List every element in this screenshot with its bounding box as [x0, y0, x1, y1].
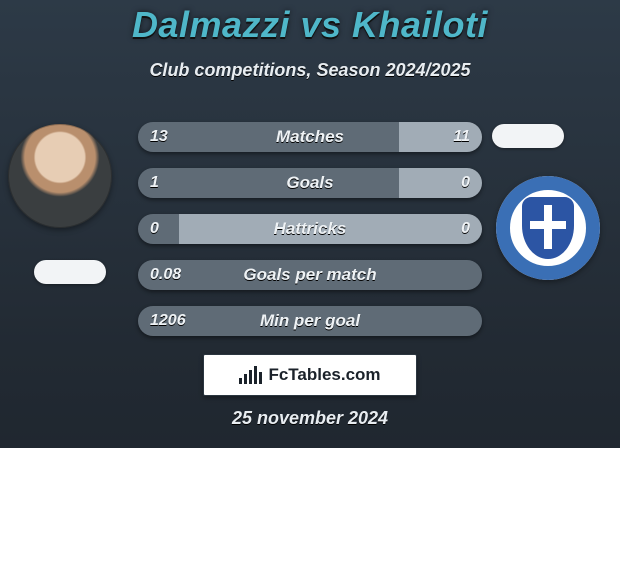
stat-rows: 13Matches111Goals00Hattricks00.08Goals p…: [138, 122, 482, 352]
stat-right-value: 11: [453, 122, 470, 152]
player-left-avatar: [8, 124, 112, 228]
crest-icon: [522, 197, 574, 259]
brand-text: FcTables.com: [268, 365, 380, 385]
player-left-flag: [34, 260, 106, 284]
stat-row: 1206Min per goal: [138, 306, 482, 336]
stat-right-value: 0: [461, 168, 470, 198]
stat-row: 0.08Goals per match: [138, 260, 482, 290]
stat-label: Min per goal: [138, 306, 482, 336]
stat-row: 1Goals0: [138, 168, 482, 198]
stat-label: Hattricks: [138, 214, 482, 244]
comparison-card: Dalmazzi vs Khailoti Club competitions, …: [0, 0, 620, 580]
page-title: Dalmazzi vs Khailoti: [0, 4, 620, 46]
player-right-flag: [492, 124, 564, 148]
bar-chart-icon: [239, 366, 262, 384]
brand-box: FcTables.com: [203, 354, 417, 396]
stat-row: 13Matches11: [138, 122, 482, 152]
stat-label: Goals per match: [138, 260, 482, 290]
stat-label: Goals: [138, 168, 482, 198]
player-right-crest: [496, 176, 600, 280]
page-subtitle: Club competitions, Season 2024/2025: [0, 60, 620, 81]
date-line: 25 november 2024: [0, 408, 620, 429]
stat-row: 0Hattricks0: [138, 214, 482, 244]
stat-label: Matches: [138, 122, 482, 152]
stat-right-value: 0: [461, 214, 470, 244]
